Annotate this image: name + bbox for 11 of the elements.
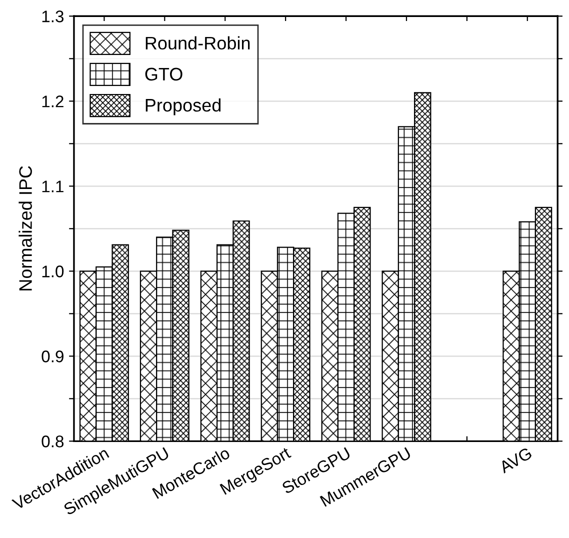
legend-label: GTO: [145, 68, 182, 81]
y-tick-label: 1.2: [42, 96, 64, 108]
y-tick-label: 1.3: [42, 10, 64, 22]
legend-label: Round-Robin: [146, 36, 250, 50]
y-tick-label: 0.8: [42, 436, 64, 448]
y-tick-label: 1.0: [42, 266, 64, 278]
y-tick-label: 0.9: [42, 350, 64, 362]
y-axis-title: Normalized IPC: [18, 166, 32, 290]
y-tick-label: 1.1: [42, 180, 64, 192]
legend-label: Proposed: [146, 98, 221, 116]
x-tick-label: AVG: [498, 447, 532, 474]
